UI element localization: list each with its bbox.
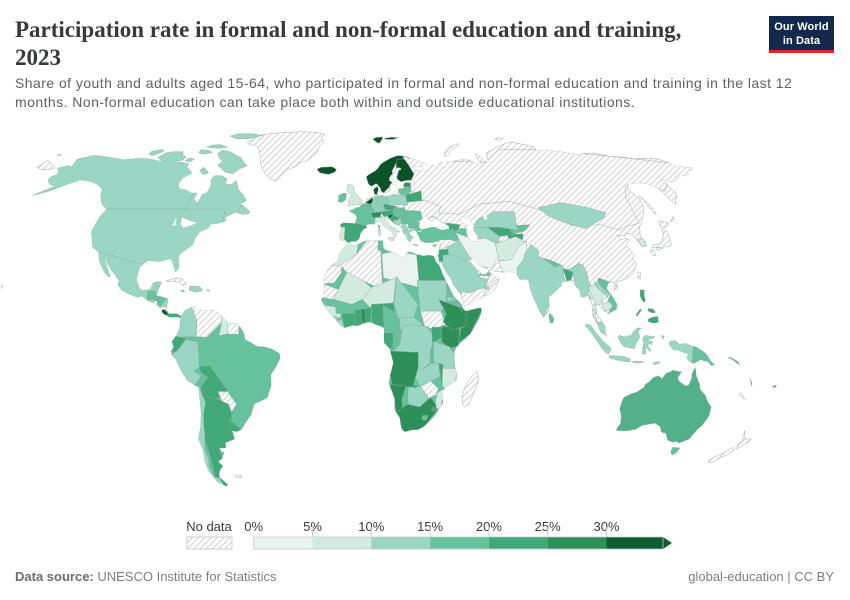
svg-text:25%: 25% bbox=[535, 519, 561, 534]
svg-text:No data: No data bbox=[186, 519, 232, 534]
svg-text:0%: 0% bbox=[244, 519, 263, 534]
svg-text:15%: 15% bbox=[417, 519, 443, 534]
svg-text:5%: 5% bbox=[303, 519, 322, 534]
svg-text:10%: 10% bbox=[358, 519, 384, 534]
svg-text:30%: 30% bbox=[593, 519, 619, 534]
svg-text:20%: 20% bbox=[476, 519, 502, 534]
